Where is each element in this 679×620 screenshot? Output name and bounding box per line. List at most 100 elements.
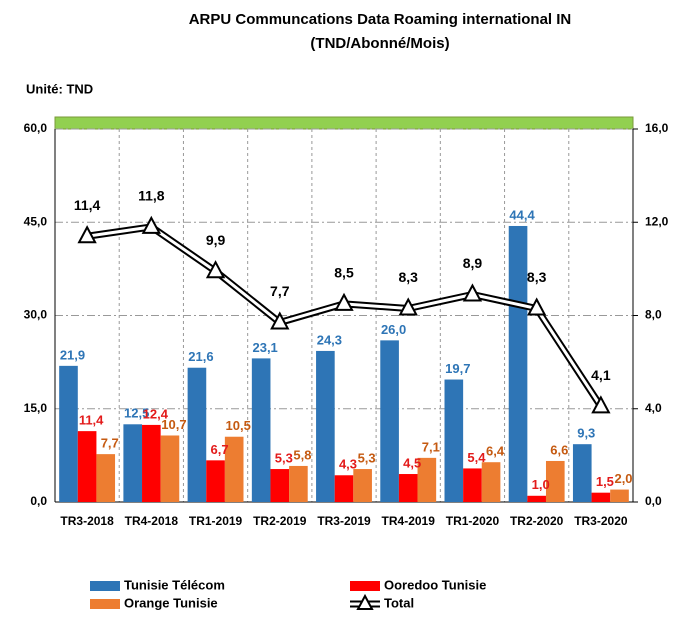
bar xyxy=(444,379,464,502)
y2-tick-label: 4,0 xyxy=(645,401,662,415)
data-label: 4,1 xyxy=(591,367,611,383)
x-tick-label: TR3-2019 xyxy=(317,514,371,528)
data-label: 5,3 xyxy=(358,450,376,465)
y-tick-label: 30,0 xyxy=(24,308,48,322)
data-label: 44,4 xyxy=(509,207,535,222)
y2-tick-label: 0,0 xyxy=(645,494,662,508)
data-label: 1,0 xyxy=(532,477,550,492)
legend-label: Tunisie Télécom xyxy=(124,577,225,592)
data-label: 5,3 xyxy=(275,450,293,465)
bar xyxy=(463,468,482,502)
y-tick-label: 45,0 xyxy=(24,214,48,228)
x-tick-label: TR2-2019 xyxy=(253,514,307,528)
bar xyxy=(59,365,78,502)
data-label: 11,8 xyxy=(138,188,165,204)
legend-label: Orange Tunisie xyxy=(124,595,218,610)
x-tick-label: TR3-2020 xyxy=(574,514,628,528)
data-label: 24,3 xyxy=(317,332,342,347)
x-tick-label: TR4-2018 xyxy=(125,514,179,528)
data-label: 8,3 xyxy=(527,269,547,285)
bar xyxy=(572,444,592,502)
line-marker xyxy=(462,283,483,302)
bar xyxy=(353,469,372,502)
data-label: 6,4 xyxy=(486,444,505,459)
data-label: 23,1 xyxy=(252,340,277,355)
legend-swatch xyxy=(350,581,380,591)
bar xyxy=(591,492,611,502)
line-marker xyxy=(591,395,611,414)
chart-title: ARPU Communcations Data Roaming internat… xyxy=(189,11,572,28)
bar xyxy=(289,465,308,502)
legend-swatch xyxy=(90,581,120,591)
line-marker xyxy=(205,260,226,279)
bar xyxy=(545,460,565,502)
bar xyxy=(123,424,143,502)
bar xyxy=(206,460,225,502)
data-label: 10,5 xyxy=(226,418,251,433)
bar xyxy=(77,431,97,502)
bar xyxy=(160,435,180,502)
y-tick-label: 15,0 xyxy=(24,401,48,415)
unit-label: Unité: TND xyxy=(26,81,93,96)
data-label: 19,7 xyxy=(445,361,470,376)
line-marker xyxy=(141,215,161,234)
bar xyxy=(142,424,161,502)
data-label: 10,7 xyxy=(161,417,186,432)
bar xyxy=(96,454,116,502)
data-label: 6,7 xyxy=(211,442,229,457)
legend-label: Total xyxy=(384,595,414,610)
y-tick-label: 0,0 xyxy=(30,494,47,508)
data-label: 5,4 xyxy=(467,450,486,465)
bar xyxy=(508,225,528,503)
data-label: 11,4 xyxy=(79,413,104,428)
x-tick-label: TR4-2019 xyxy=(382,514,436,528)
data-label: 7,7 xyxy=(101,436,119,451)
data-label: 7,1 xyxy=(422,439,440,454)
data-label: 6,6 xyxy=(550,442,568,457)
bar xyxy=(224,436,244,502)
bar xyxy=(417,457,437,502)
data-label: 4,3 xyxy=(339,457,357,472)
bar xyxy=(316,350,335,502)
data-label: 7,7 xyxy=(270,283,290,299)
data-label: 1,5 xyxy=(596,474,614,489)
bar xyxy=(187,367,207,502)
bar xyxy=(527,495,546,502)
bar xyxy=(334,475,354,502)
x-tick-label: TR2-2020 xyxy=(510,514,564,528)
line-marker xyxy=(527,297,547,316)
data-label: 8,9 xyxy=(463,255,483,271)
y2-tick-label: 16,0 xyxy=(645,121,669,135)
bar xyxy=(380,340,399,502)
line-marker xyxy=(398,297,418,316)
data-label: 8,5 xyxy=(334,265,354,281)
data-label: 12,5 xyxy=(124,406,149,421)
x-tick-label: TR1-2019 xyxy=(189,514,243,528)
data-label: 9,9 xyxy=(206,232,226,248)
data-label: 5,8 xyxy=(293,447,311,462)
data-label: 2,0 xyxy=(614,471,632,486)
line-marker xyxy=(77,225,97,244)
data-label: 21,6 xyxy=(188,349,213,364)
y2-tick-label: 8,0 xyxy=(645,308,662,322)
data-label: 12,4 xyxy=(143,406,169,421)
legend-swatch xyxy=(90,599,120,609)
data-label: 9,3 xyxy=(577,426,595,441)
legend-marker xyxy=(356,593,374,610)
line-marker xyxy=(334,292,354,311)
x-tick-label: TR3-2018 xyxy=(60,514,114,528)
data-label: 4,5 xyxy=(403,455,421,470)
data-label: 11,4 xyxy=(74,197,101,213)
bar xyxy=(270,469,290,502)
y2-tick-label: 12,0 xyxy=(645,214,669,228)
data-label: 21,9 xyxy=(60,347,85,362)
chart-subtitle: (TND/Abonné/Mois) xyxy=(310,35,449,52)
data-label: 8,3 xyxy=(398,269,418,285)
bar xyxy=(398,474,418,502)
y-tick-label: 60,0 xyxy=(24,121,48,135)
bar xyxy=(481,462,501,502)
bar xyxy=(251,358,271,502)
bar xyxy=(610,489,629,502)
legend-label: Ooredoo Tunisie xyxy=(384,577,486,592)
